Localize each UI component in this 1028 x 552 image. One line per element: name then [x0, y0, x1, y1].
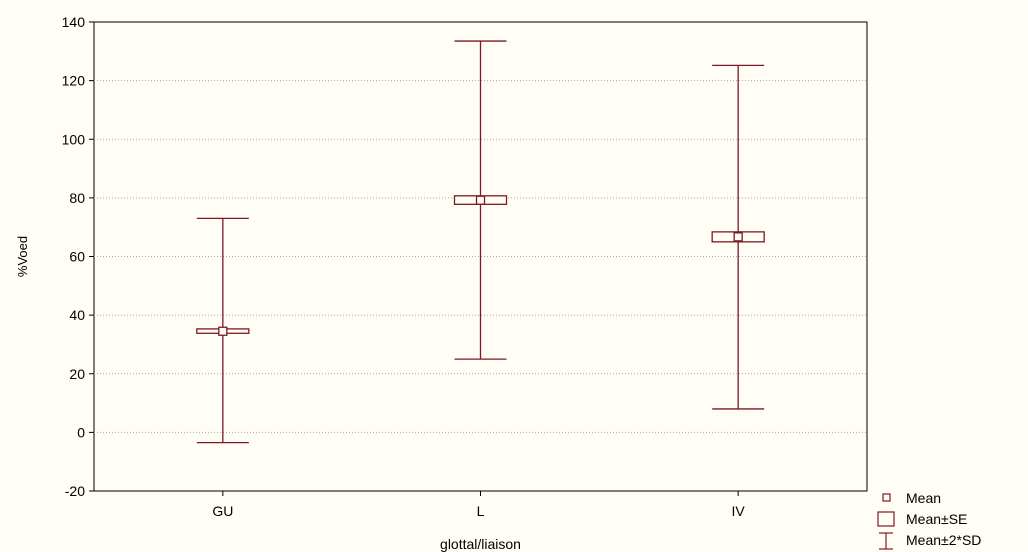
y-tick-label: 0 — [77, 424, 85, 440]
category-GU — [196, 217, 250, 444]
legend-label: Mean — [906, 490, 941, 506]
y-tick-label: 120 — [62, 73, 86, 89]
x-axis-label: glottal/liaison — [440, 536, 521, 552]
chart-marks — [196, 40, 765, 444]
mean-marker — [475, 195, 486, 205]
y-tick-label: -20 — [65, 483, 85, 499]
y-axis-label: %Voed — [15, 236, 30, 277]
legend-mean-swatch — [882, 493, 891, 502]
legend: Mean Mean±SE Mean±2*SD — [877, 490, 981, 550]
y-tick-label: 40 — [69, 307, 85, 323]
y-tick-label: 20 — [69, 366, 85, 382]
x-axis-ticks: GU L IV — [212, 491, 745, 519]
y-tick-label: 60 — [69, 249, 85, 265]
legend-entry-se: Mean±SE — [877, 511, 967, 527]
legend-label: Mean±SE — [906, 511, 967, 527]
y-tick-label: 80 — [69, 190, 85, 206]
legend-entry-mean: Mean — [882, 490, 941, 506]
category-L — [453, 40, 508, 360]
mean-marker — [733, 232, 743, 242]
category-IV — [711, 64, 765, 410]
x-tick-label: IV — [732, 503, 746, 519]
mean-marker — [218, 326, 228, 336]
x-tick-label: L — [477, 503, 485, 519]
legend-entry-sd: Mean±2*SD — [879, 532, 981, 550]
y-axis-ticks: -20 0 20 40 60 80 100 120 140 — [62, 14, 94, 499]
x-tick-label: GU — [212, 503, 233, 519]
y-tick-label: 140 — [62, 14, 86, 30]
y-tick-label: 100 — [62, 131, 86, 147]
legend-se-swatch — [877, 511, 895, 527]
legend-label: Mean±2*SD — [906, 532, 981, 548]
